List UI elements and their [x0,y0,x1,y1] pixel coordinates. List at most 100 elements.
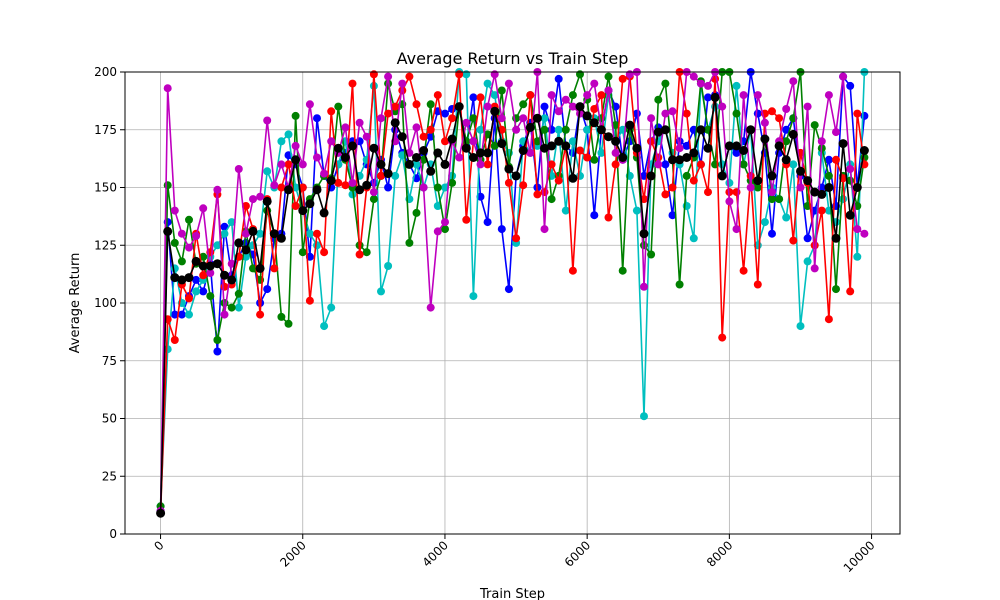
data-point [597,91,606,100]
data-point [448,178,457,187]
data-point [263,167,272,176]
data-point [696,160,705,169]
data-point [767,171,777,181]
data-point [319,208,329,218]
data-point [753,91,762,100]
data-point [192,232,201,240]
data-point [249,195,257,204]
data-point [391,102,400,111]
data-point [156,508,166,518]
data-point [490,91,499,100]
data-point [270,264,279,273]
data-point [590,79,599,88]
data-point [810,121,819,130]
data-point [753,109,762,118]
data-point [355,118,364,127]
data-point [732,141,741,151]
data-point [369,195,378,204]
data-point [476,160,485,169]
data-point [348,79,357,88]
data-point [782,125,791,134]
data-point [355,185,365,195]
data-point [647,114,656,123]
data-point [163,345,172,354]
data-point [746,183,755,192]
data-point [383,169,393,179]
data-point [789,160,798,169]
data-point [661,160,670,169]
data-point [661,109,670,118]
data-point [789,236,798,245]
data-point [490,141,499,150]
data-point [433,227,442,236]
data-point [262,196,272,206]
data-point [817,137,826,146]
data-point [788,129,798,139]
data-point [433,148,443,158]
data-point [256,310,265,319]
data-point [490,106,500,116]
data-point [241,229,250,238]
data-point [689,148,699,158]
data-point [277,183,286,192]
data-point [213,241,222,250]
data-point [220,270,229,280]
data-point [377,114,385,123]
data-point [846,81,855,90]
data-point [441,225,449,234]
data-point [305,229,314,238]
data-point [803,102,812,111]
data-point [184,273,194,283]
y-tick-label: 50 [102,412,117,426]
data-point [732,81,741,90]
data-point [611,160,620,169]
data-point [547,195,556,204]
y-tick-label: 25 [102,469,117,483]
data-point [852,183,862,192]
data-point [768,195,776,204]
data-point [689,72,698,81]
data-point [704,81,712,90]
data-point [796,183,805,192]
data-point [192,287,201,296]
data-point [782,137,791,146]
data-point [639,229,649,239]
data-point [497,114,506,123]
data-point [519,100,528,109]
data-point [846,165,855,173]
data-point [483,160,492,169]
data-point [540,143,549,153]
data-point [725,178,734,187]
data-point [682,109,691,118]
data-point [782,105,791,113]
data-point [696,79,705,88]
data-point [376,159,386,169]
data-point [220,310,229,319]
data-point [320,322,329,331]
data-point [220,222,229,231]
data-point [341,181,350,190]
data-point [419,146,429,155]
data-point [824,315,833,324]
data-point [412,153,421,162]
data-point [462,215,471,224]
data-point [255,263,265,273]
data-point [824,155,833,164]
data-point [483,79,492,88]
data-point [348,190,357,199]
data-point [753,176,763,186]
data-point [782,213,791,222]
data-point [860,229,869,238]
data-point [462,118,471,127]
data-point [504,285,513,294]
data-point [583,125,592,134]
data-point [746,171,755,180]
data-point [860,111,869,120]
data-point [284,160,293,169]
data-point [412,160,421,169]
data-point [668,155,677,165]
data-point [689,234,698,243]
data-point [256,229,265,238]
data-point [803,176,813,186]
data-point [547,160,556,169]
